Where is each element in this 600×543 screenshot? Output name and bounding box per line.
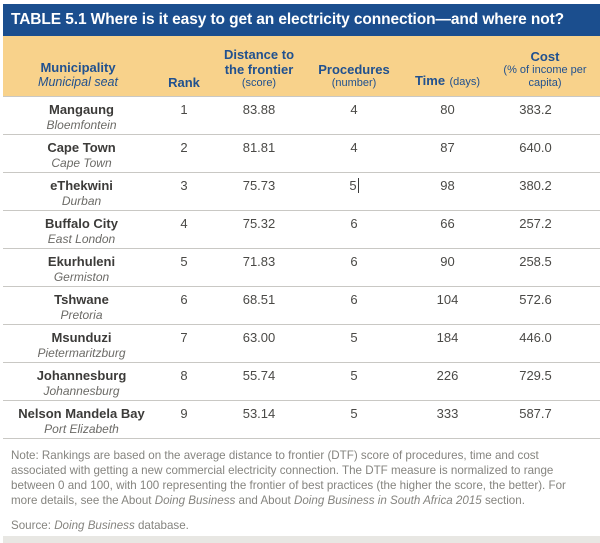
table-row: Johannesburg Johannesburg 8 55.74 5 226 … [3,362,600,400]
col-header-procedures: Procedures (number) [318,61,390,89]
dtf-cell: 81.81 [242,139,276,155]
italic-doing-business: Doing Business [154,493,236,507]
rank-cell: 9 [180,405,188,421]
table-row: Msunduzi Pietermaritzburg 7 63.00 5 184 … [3,324,600,362]
table-row: Tshwane Pretoria 6 68.51 6 104 572.6 [3,286,600,324]
rank-cell: 1 [180,101,188,117]
procedures-cell: 6 [350,253,358,269]
col-header-cost: Cost (% of income per capita) [503,48,587,89]
source-text: Source: Doing Business database. [11,518,189,532]
time-cell: 98 [440,177,455,193]
table-title-bar: TABLE 5.1 Where is it easy to get an ele… [3,4,600,36]
municipality-cell: Ekurhuleni Germiston [47,253,116,284]
table-row: Ekurhuleni Germiston 5 71.83 6 90 258.5 [3,248,600,286]
bottom-divider [3,536,600,543]
municipality-cell: Buffalo City East London [45,215,118,246]
procedures-cell: 6 [350,215,358,231]
italic-doing-business: Doing Business [54,518,135,532]
procedures-cell: 4 [350,139,358,155]
time-cell: 90 [440,253,455,269]
procedures-cell: 5 [349,177,359,193]
table-title: TABLE 5.1 Where is it easy to get an ele… [11,11,565,28]
table-row: Buffalo City East London 4 75.32 6 66 25… [3,210,600,248]
rank-cell: 2 [180,139,188,155]
cost-cell: 729.5 [519,367,552,383]
col-header-rank: Rank [168,74,200,90]
table-row: Cape Town Cape Town 2 81.81 4 87 640.0 [3,134,600,172]
dtf-cell: 75.32 [242,215,276,231]
table-row: Mangaung Bloemfontein 1 83.88 4 80 383.2 [3,96,600,134]
municipality-cell: Tshwane Pretoria [54,291,109,322]
time-cell: 87 [440,139,455,155]
rank-cell: 7 [180,329,188,345]
table-row: eThekwini Durban 3 75.73 5 98 380.2 [3,172,600,210]
municipality-cell: Msunduzi Pietermaritzburg [37,329,126,360]
col-header-municipality: Municipality Municipal seat [3,36,153,96]
table-row: Nelson Mandela Bay Port Elizabeth 9 53.1… [3,400,600,438]
cost-cell: 383.2 [519,101,552,117]
rank-cell: 3 [180,177,188,193]
rank-cell: 6 [180,291,188,307]
cost-cell: 380.2 [519,177,552,193]
col-header-municipal-seat: Municipal seat [38,74,118,89]
col-header-municipality-title: Municipality [40,59,116,75]
col-header-time: Time (days) [414,72,481,88]
procedures-cell: 5 [350,367,358,383]
municipality-cell: Cape Town Cape Town [47,139,116,170]
italic-doing-business-sa-2015: Doing Business in South Africa 2015 [293,493,482,507]
dtf-cell: 63.00 [242,329,276,345]
dtf-cell: 68.51 [242,291,276,307]
dtf-cell: 83.88 [242,101,276,117]
municipality-cell: Mangaung Bloemfontein [46,101,117,132]
procedures-cell: 6 [350,291,358,307]
rank-cell: 4 [180,215,188,231]
col-header-dtf: Distance to the frontier (score) [223,46,295,89]
cost-cell: 257.2 [519,215,552,231]
time-cell: 80 [440,101,455,117]
cost-cell: 446.0 [519,329,552,345]
municipality-cell: eThekwini Durban [50,177,113,208]
data-table: Municipality Municipal seat Rank Distanc… [3,36,600,439]
time-cell: 66 [440,215,455,231]
table-header-band: Municipality Municipal seat Rank Distanc… [3,36,600,96]
time-cell: 104 [436,291,459,307]
dtf-cell: 53.14 [242,405,276,421]
procedures-cell: 5 [350,329,358,345]
cost-cell: 640.0 [519,139,552,155]
note-text: Note: Rankings are based on the average … [11,448,566,507]
municipality-cell: Johannesburg Johannesburg [36,367,127,398]
procedures-cell: 5 [350,405,358,421]
procedures-cell: 4 [350,101,358,117]
cost-cell: 258.5 [519,253,552,269]
rank-cell: 8 [180,367,188,383]
dtf-cell: 71.83 [242,253,276,269]
time-cell: 226 [436,367,459,383]
municipality-cell: Nelson Mandela Bay Port Elizabeth [18,405,145,436]
rank-cell: 5 [180,253,188,269]
time-cell: 333 [436,405,459,421]
dtf-cell: 55.74 [242,367,276,383]
text-cursor [357,177,359,193]
time-cell: 184 [436,329,459,345]
cost-cell: 572.6 [519,291,552,307]
cost-cell: 587.7 [519,405,552,421]
dtf-cell: 75.73 [242,177,276,193]
